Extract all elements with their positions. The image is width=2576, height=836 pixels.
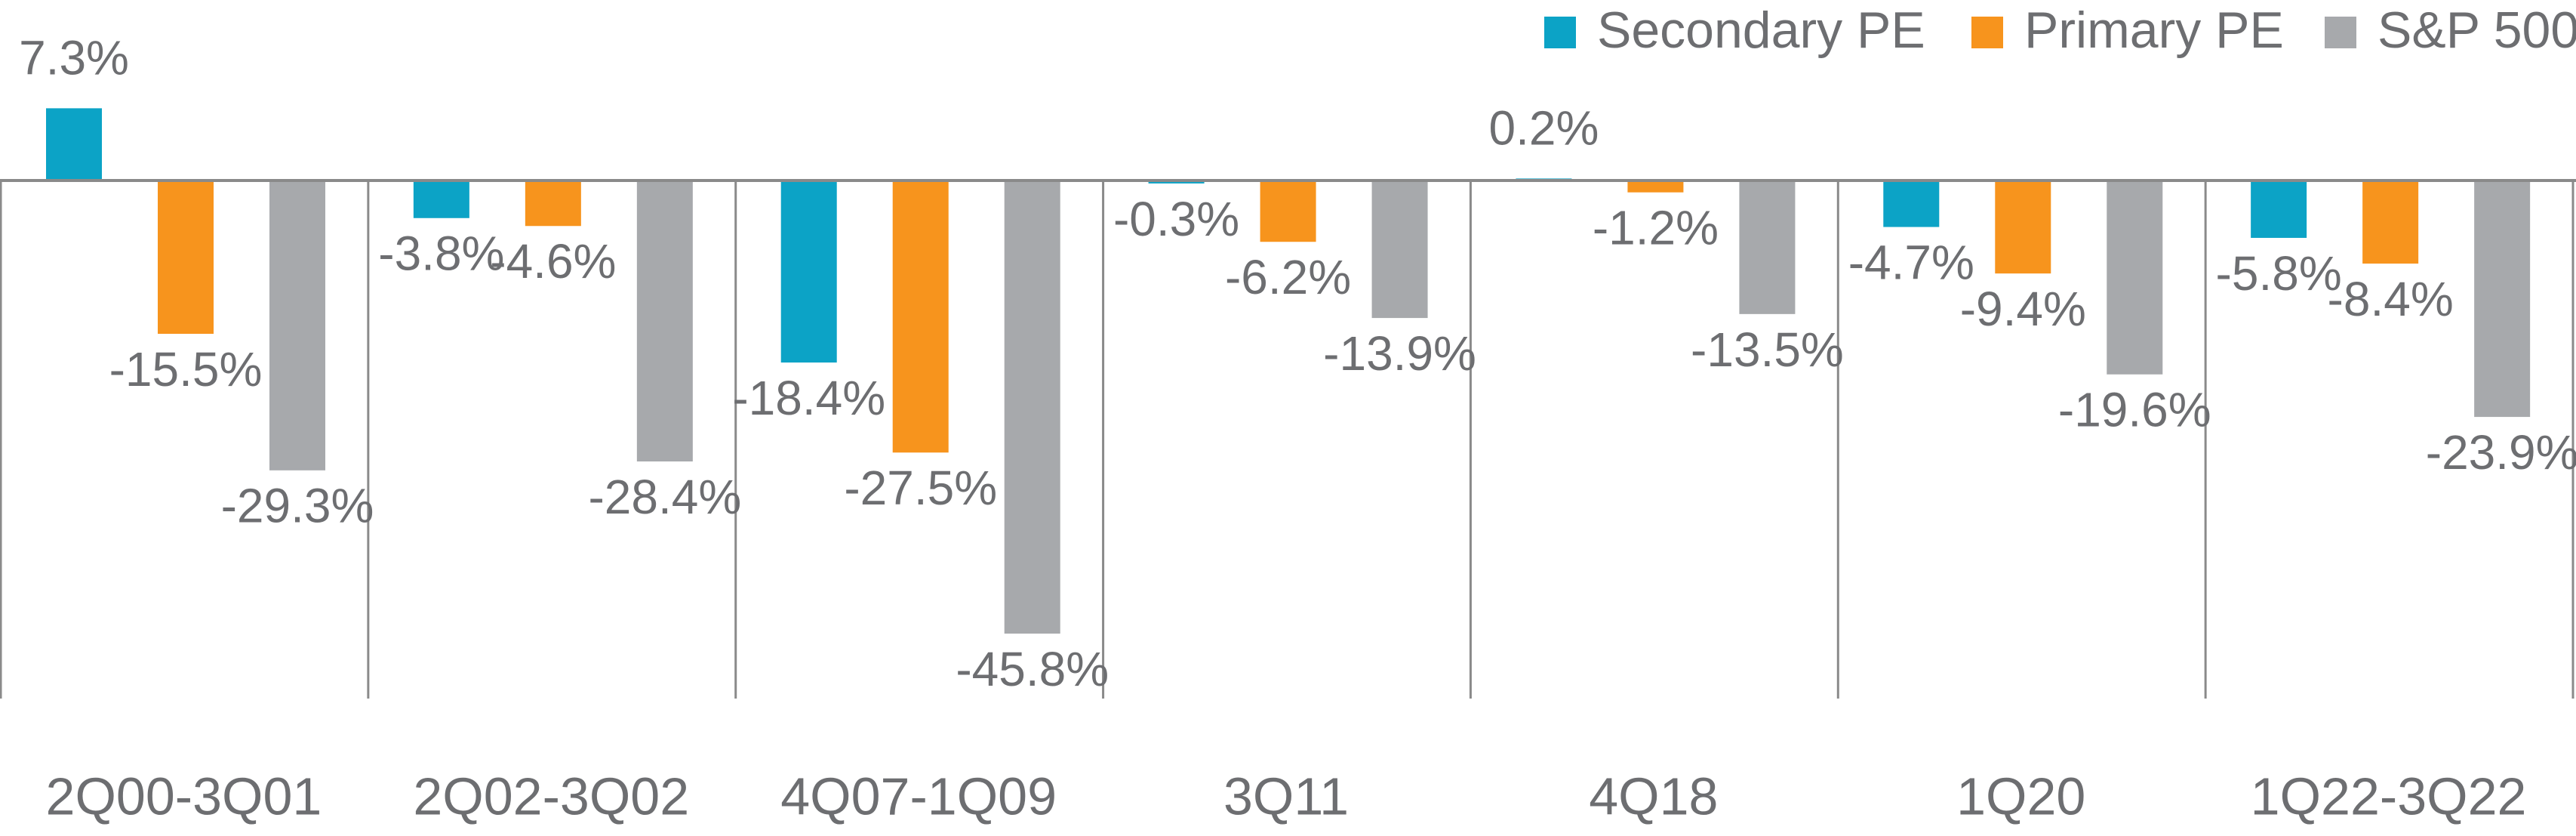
bar [1739, 180, 1796, 314]
legend-swatch [1971, 17, 2003, 48]
value-label: -9.4% [1960, 282, 2086, 336]
x-tick-label: 4Q07-1Q09 [780, 767, 1057, 825]
value-label: -4.7% [1848, 235, 1974, 289]
value-label: -27.5% [844, 461, 997, 515]
value-label: -8.4% [2328, 272, 2454, 326]
x-tick-label: 2Q02-3Q02 [413, 767, 689, 825]
value-label: -18.4% [732, 371, 885, 425]
value-label: -19.6% [2058, 383, 2211, 437]
value-label: -13.9% [1323, 326, 1476, 381]
x-tick-label: 1Q20 [1956, 767, 2085, 825]
legend-label: Secondary PE [1597, 2, 1925, 59]
legend-label: S&P 500 [2377, 2, 2576, 59]
value-label: -15.5% [109, 342, 263, 396]
bar [2107, 180, 2163, 375]
bar [1995, 180, 2051, 274]
bar [2362, 180, 2419, 264]
legend-swatch [1544, 17, 1576, 48]
bar [525, 180, 581, 227]
bar [780, 180, 837, 363]
bar [269, 180, 325, 470]
legend-label: Primary PE [2024, 2, 2284, 59]
legend-swatch [2325, 17, 2356, 48]
value-label: -28.4% [588, 470, 741, 524]
bar [2474, 180, 2531, 418]
value-label: 0.2% [1488, 100, 1599, 155]
value-label: -0.3% [1113, 192, 1239, 246]
bar [1627, 180, 1684, 193]
bar [1883, 180, 1940, 227]
bar [46, 108, 102, 180]
value-label: -4.6% [490, 234, 616, 288]
bar [1004, 180, 1060, 634]
bar [636, 180, 693, 462]
bar [892, 180, 949, 453]
x-tick-label: 3Q11 [1223, 767, 1349, 825]
value-label: -5.8% [2216, 246, 2342, 301]
value-label: -6.2% [1225, 250, 1351, 304]
bar [1260, 180, 1316, 242]
value-label: -29.3% [221, 479, 374, 533]
value-label: -3.8% [378, 227, 504, 281]
bar [2251, 180, 2307, 238]
value-label: -1.2% [1593, 201, 1719, 255]
x-tick-label: 2Q00-3Q01 [46, 767, 322, 825]
bar [413, 180, 469, 218]
x-tick-label: 4Q18 [1589, 767, 1718, 825]
value-label: -13.5% [1691, 322, 1844, 377]
value-label: 7.3% [19, 30, 129, 85]
value-label: -23.9% [2426, 425, 2576, 480]
x-tick-label: 1Q22-3Q22 [2251, 767, 2527, 825]
value-label: -45.8% [956, 642, 1109, 696]
bar [1371, 180, 1428, 319]
bar [158, 180, 214, 335]
